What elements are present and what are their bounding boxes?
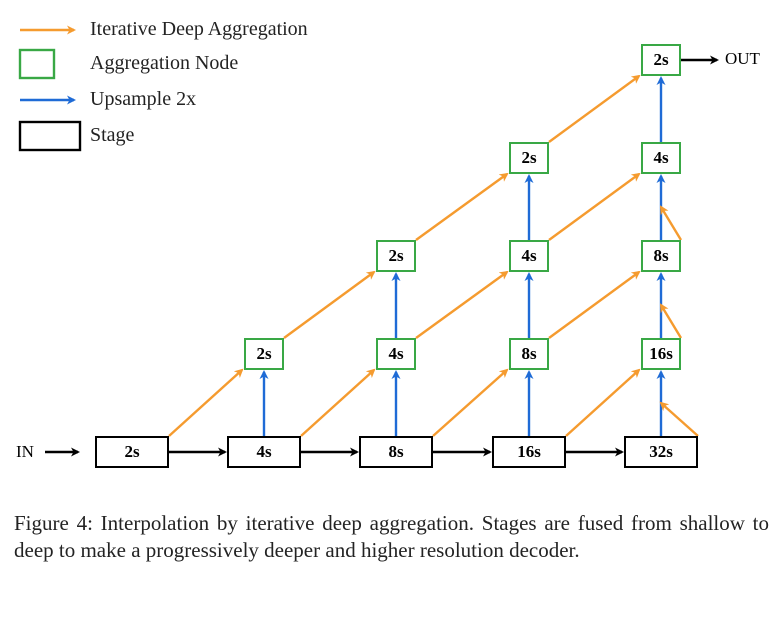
in-label: IN [16,442,34,462]
stage-node: 16s [492,436,566,468]
aggregation-node: 16s [641,338,681,370]
aggregation-node: 2s [244,338,284,370]
aggregation-node: 4s [376,338,416,370]
aggregation-node: 4s [509,240,549,272]
stage-node: 2s [95,436,169,468]
aggregation-node: 4s [641,142,681,174]
aggregation-node: 8s [509,338,549,370]
legend-label: Aggregation Node [90,52,238,75]
aggregation-node: 2s [509,142,549,174]
aggregation-node: 2s [376,240,416,272]
out-label: OUT [725,49,760,69]
stage-node: 8s [359,436,433,468]
legend-label: Stage [90,124,134,147]
aggregation-node: 8s [641,240,681,272]
figure-caption: Figure 4: Interpolation by iterative dee… [14,510,769,564]
legend-label: Upsample 2x [90,88,196,111]
stage-node: 4s [227,436,301,468]
aggregation-node: 2s [641,44,681,76]
stage-node: 32s [624,436,698,468]
legend-label: Iterative Deep Aggregation [90,18,308,41]
